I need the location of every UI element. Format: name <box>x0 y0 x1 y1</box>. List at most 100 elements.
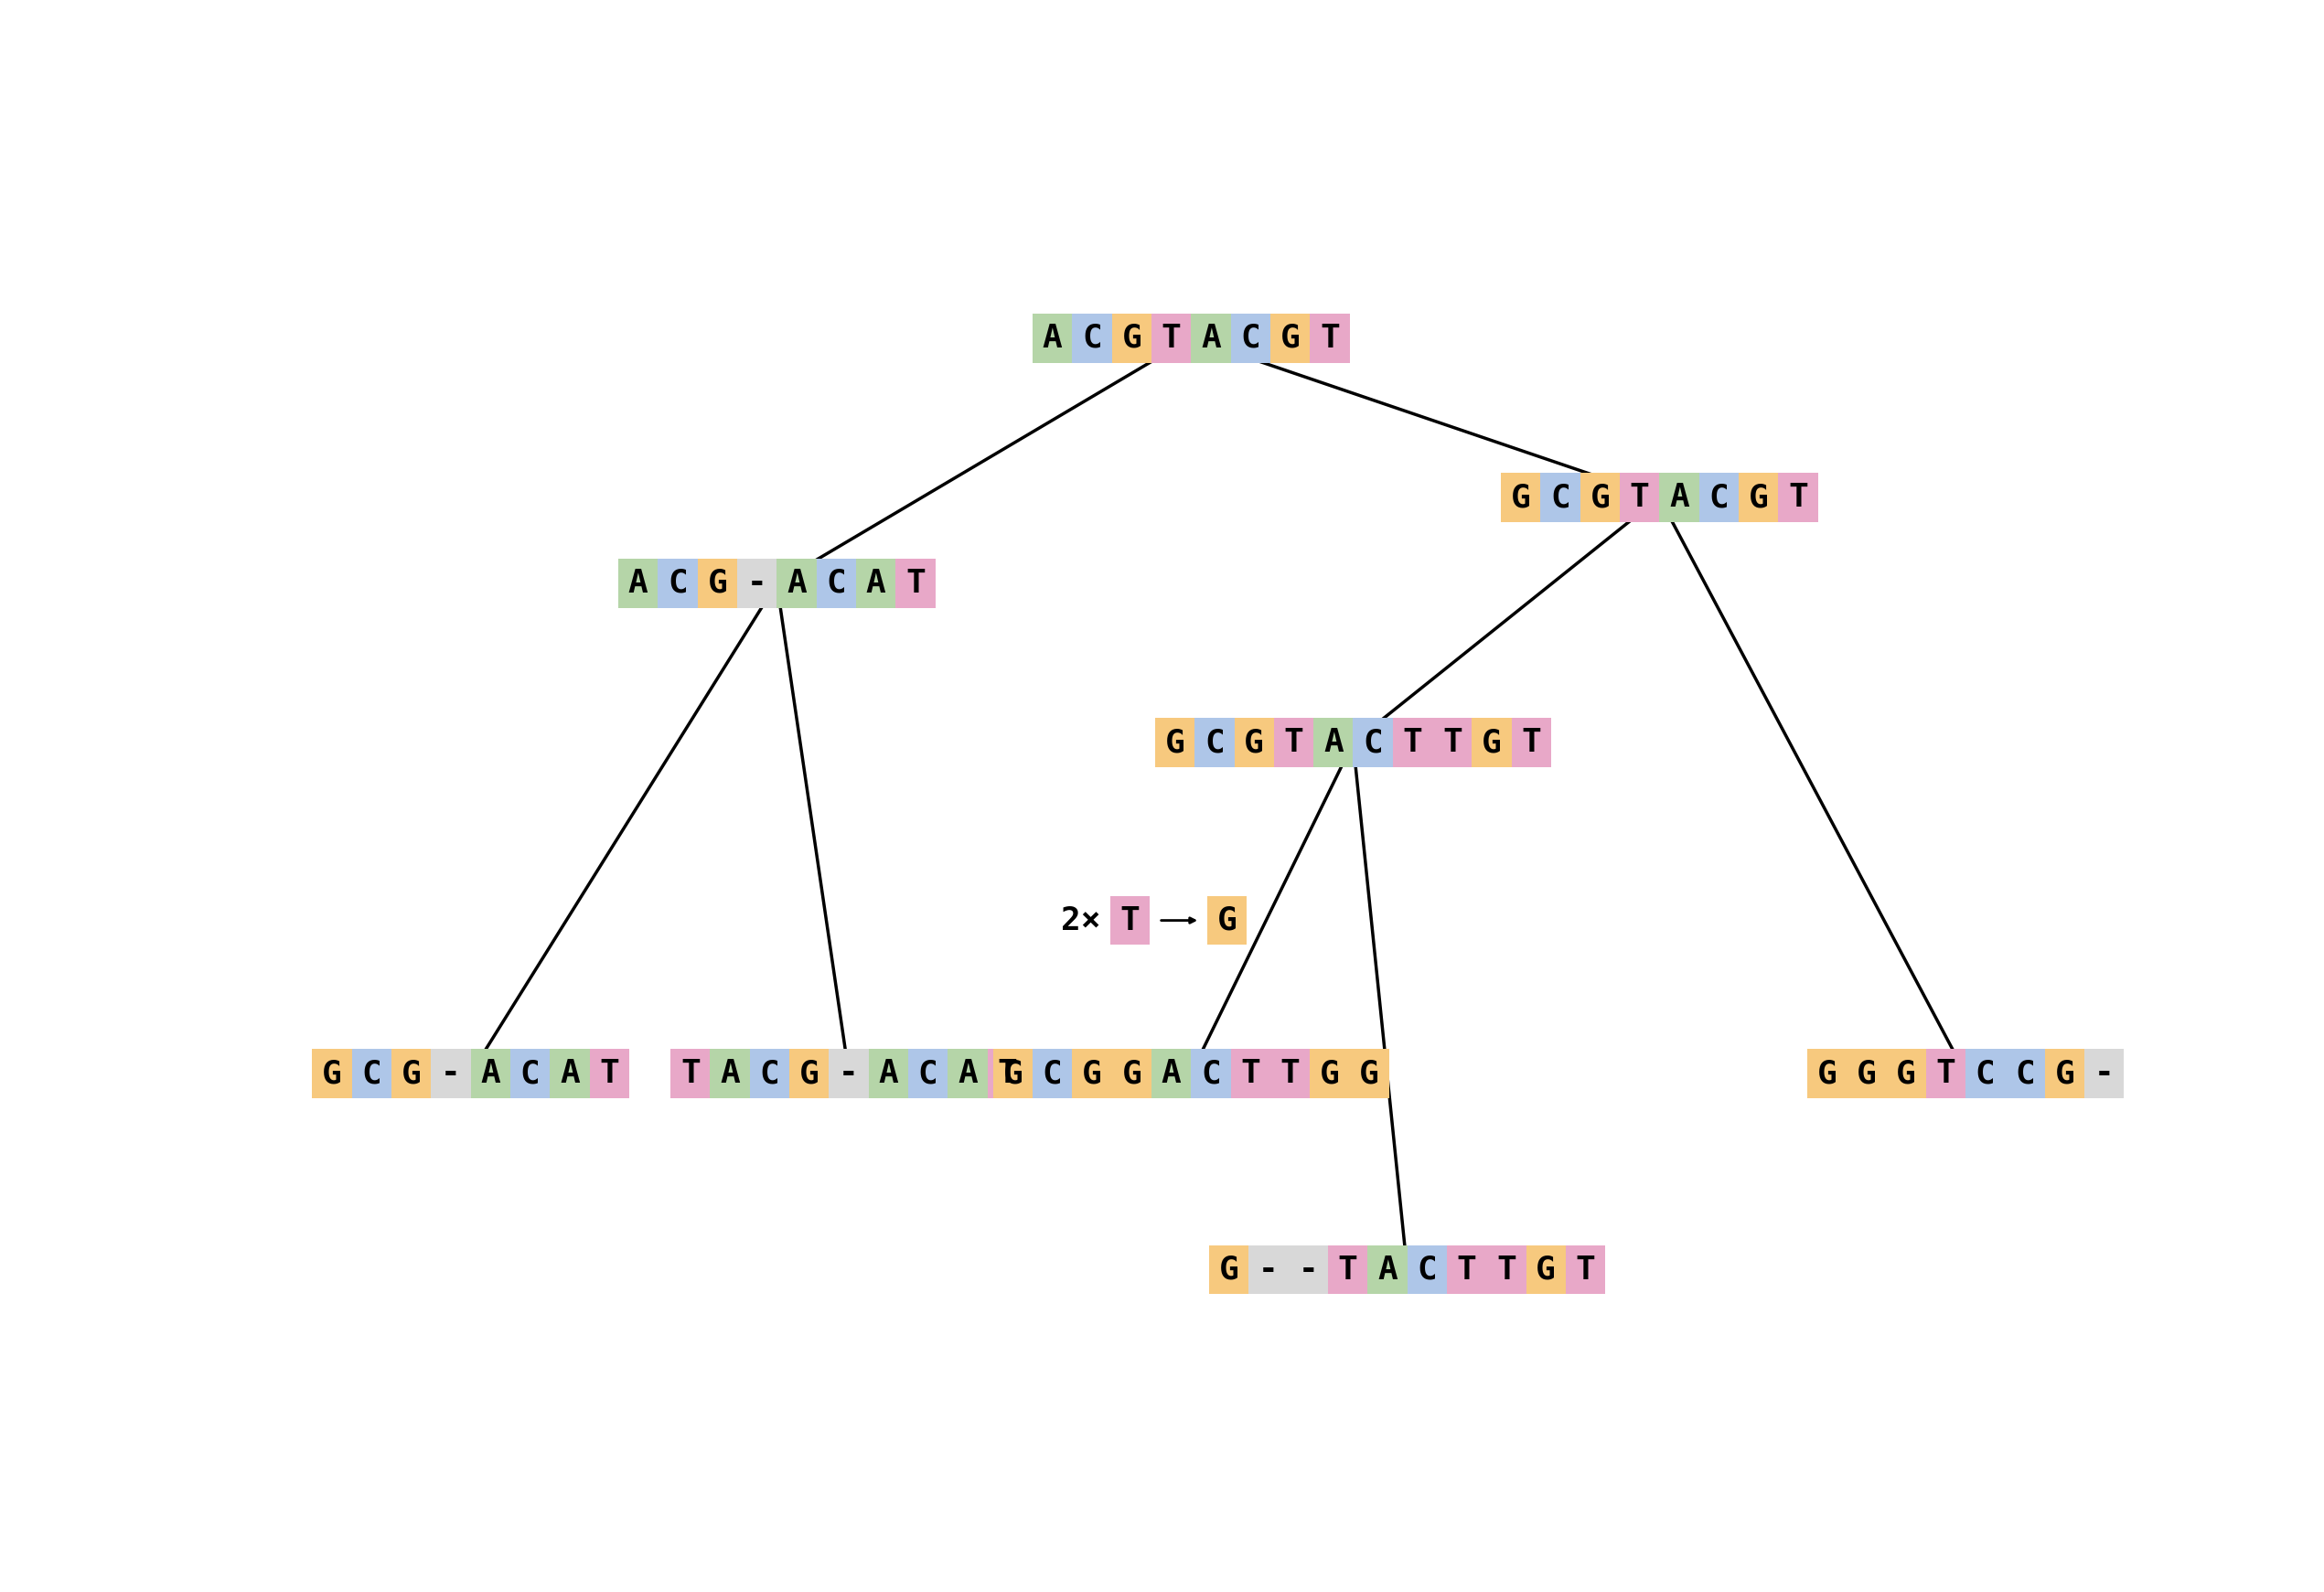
Text: A: A <box>1669 482 1690 513</box>
Text: T: T <box>1339 1254 1357 1285</box>
FancyBboxPatch shape <box>658 559 697 608</box>
Text: C: C <box>1043 1059 1062 1089</box>
Text: G: G <box>799 1059 818 1089</box>
Text: G: G <box>2054 1059 2075 1089</box>
FancyBboxPatch shape <box>590 1049 630 1098</box>
FancyBboxPatch shape <box>1232 1049 1271 1098</box>
FancyBboxPatch shape <box>992 1049 1032 1098</box>
FancyBboxPatch shape <box>2085 1049 2124 1098</box>
Text: C: C <box>760 1059 779 1089</box>
Text: G: G <box>1083 1059 1102 1089</box>
Text: A: A <box>1043 323 1062 353</box>
Text: -: - <box>1260 1254 1278 1285</box>
Text: G: G <box>1857 1059 1875 1089</box>
Text: A: A <box>1378 1254 1397 1285</box>
FancyBboxPatch shape <box>1699 473 1738 522</box>
Text: -: - <box>442 1059 460 1089</box>
FancyBboxPatch shape <box>1248 1245 1287 1294</box>
FancyBboxPatch shape <box>1071 314 1111 363</box>
Text: A: A <box>560 1059 579 1089</box>
FancyBboxPatch shape <box>1927 1049 1966 1098</box>
FancyBboxPatch shape <box>1234 718 1274 767</box>
FancyBboxPatch shape <box>816 559 855 608</box>
FancyBboxPatch shape <box>1208 1245 1248 1294</box>
FancyBboxPatch shape <box>2006 1049 2045 1098</box>
FancyBboxPatch shape <box>830 1049 869 1098</box>
Text: T: T <box>1283 728 1304 758</box>
Text: G: G <box>1536 1254 1555 1285</box>
FancyBboxPatch shape <box>1392 718 1432 767</box>
Text: A: A <box>878 1059 899 1089</box>
FancyBboxPatch shape <box>988 1049 1027 1098</box>
FancyBboxPatch shape <box>672 1049 711 1098</box>
FancyBboxPatch shape <box>1471 718 1511 767</box>
FancyBboxPatch shape <box>697 559 737 608</box>
Text: C: C <box>1708 482 1729 513</box>
Text: C: C <box>521 1059 539 1089</box>
FancyBboxPatch shape <box>1848 1049 1887 1098</box>
FancyBboxPatch shape <box>1313 718 1353 767</box>
Text: C: C <box>1550 482 1571 513</box>
FancyBboxPatch shape <box>1501 473 1541 522</box>
Text: T: T <box>681 1059 700 1089</box>
Text: C: C <box>1083 323 1102 353</box>
Text: C: C <box>363 1059 381 1089</box>
FancyBboxPatch shape <box>1966 1049 2006 1098</box>
FancyBboxPatch shape <box>1271 1049 1311 1098</box>
FancyBboxPatch shape <box>869 1049 909 1098</box>
Text: T: T <box>1936 1059 1957 1089</box>
Text: G: G <box>402 1059 421 1089</box>
FancyBboxPatch shape <box>1487 1245 1527 1294</box>
Text: A: A <box>867 568 885 599</box>
Text: T: T <box>1497 1254 1515 1285</box>
Text: T: T <box>600 1059 618 1089</box>
Text: T: T <box>1443 728 1462 758</box>
FancyBboxPatch shape <box>1738 473 1778 522</box>
Text: G: G <box>1002 1059 1023 1089</box>
Text: G: G <box>1511 482 1532 513</box>
Text: T: T <box>906 568 925 599</box>
Text: G: G <box>706 568 727 599</box>
Text: A: A <box>481 1059 500 1089</box>
Text: G: G <box>1748 482 1769 513</box>
FancyBboxPatch shape <box>909 1049 948 1098</box>
Text: C: C <box>2015 1059 2036 1089</box>
FancyBboxPatch shape <box>311 1049 351 1098</box>
FancyBboxPatch shape <box>855 559 895 608</box>
Text: T: T <box>1320 323 1339 353</box>
FancyBboxPatch shape <box>1527 1245 1566 1294</box>
FancyBboxPatch shape <box>1071 1049 1111 1098</box>
Text: T: T <box>1787 482 1808 513</box>
FancyBboxPatch shape <box>469 1049 511 1098</box>
Text: G: G <box>1243 728 1264 758</box>
FancyBboxPatch shape <box>1150 314 1190 363</box>
FancyBboxPatch shape <box>1311 314 1350 363</box>
Text: -: - <box>746 568 767 599</box>
Text: G: G <box>1164 728 1185 758</box>
FancyBboxPatch shape <box>1448 1245 1487 1294</box>
Text: C: C <box>1975 1059 1996 1089</box>
FancyBboxPatch shape <box>1580 473 1620 522</box>
FancyBboxPatch shape <box>1190 314 1232 363</box>
Text: -: - <box>1299 1254 1318 1285</box>
Text: G: G <box>1281 323 1299 353</box>
Text: A: A <box>1322 728 1343 758</box>
Text: -: - <box>839 1059 860 1089</box>
FancyBboxPatch shape <box>1274 718 1313 767</box>
FancyBboxPatch shape <box>1111 1049 1150 1098</box>
FancyBboxPatch shape <box>1327 1245 1367 1294</box>
Text: A: A <box>1202 323 1220 353</box>
FancyBboxPatch shape <box>1111 314 1150 363</box>
FancyBboxPatch shape <box>1155 718 1195 767</box>
FancyBboxPatch shape <box>351 1049 390 1098</box>
Text: C: C <box>918 1059 939 1089</box>
FancyBboxPatch shape <box>1311 1049 1350 1098</box>
FancyBboxPatch shape <box>2045 1049 2085 1098</box>
FancyBboxPatch shape <box>1232 314 1271 363</box>
Text: G: G <box>1218 1254 1239 1285</box>
FancyBboxPatch shape <box>1111 896 1150 946</box>
Text: C: C <box>1204 728 1225 758</box>
FancyBboxPatch shape <box>895 559 934 608</box>
FancyBboxPatch shape <box>737 559 776 608</box>
Text: 2×: 2× <box>1062 904 1102 936</box>
